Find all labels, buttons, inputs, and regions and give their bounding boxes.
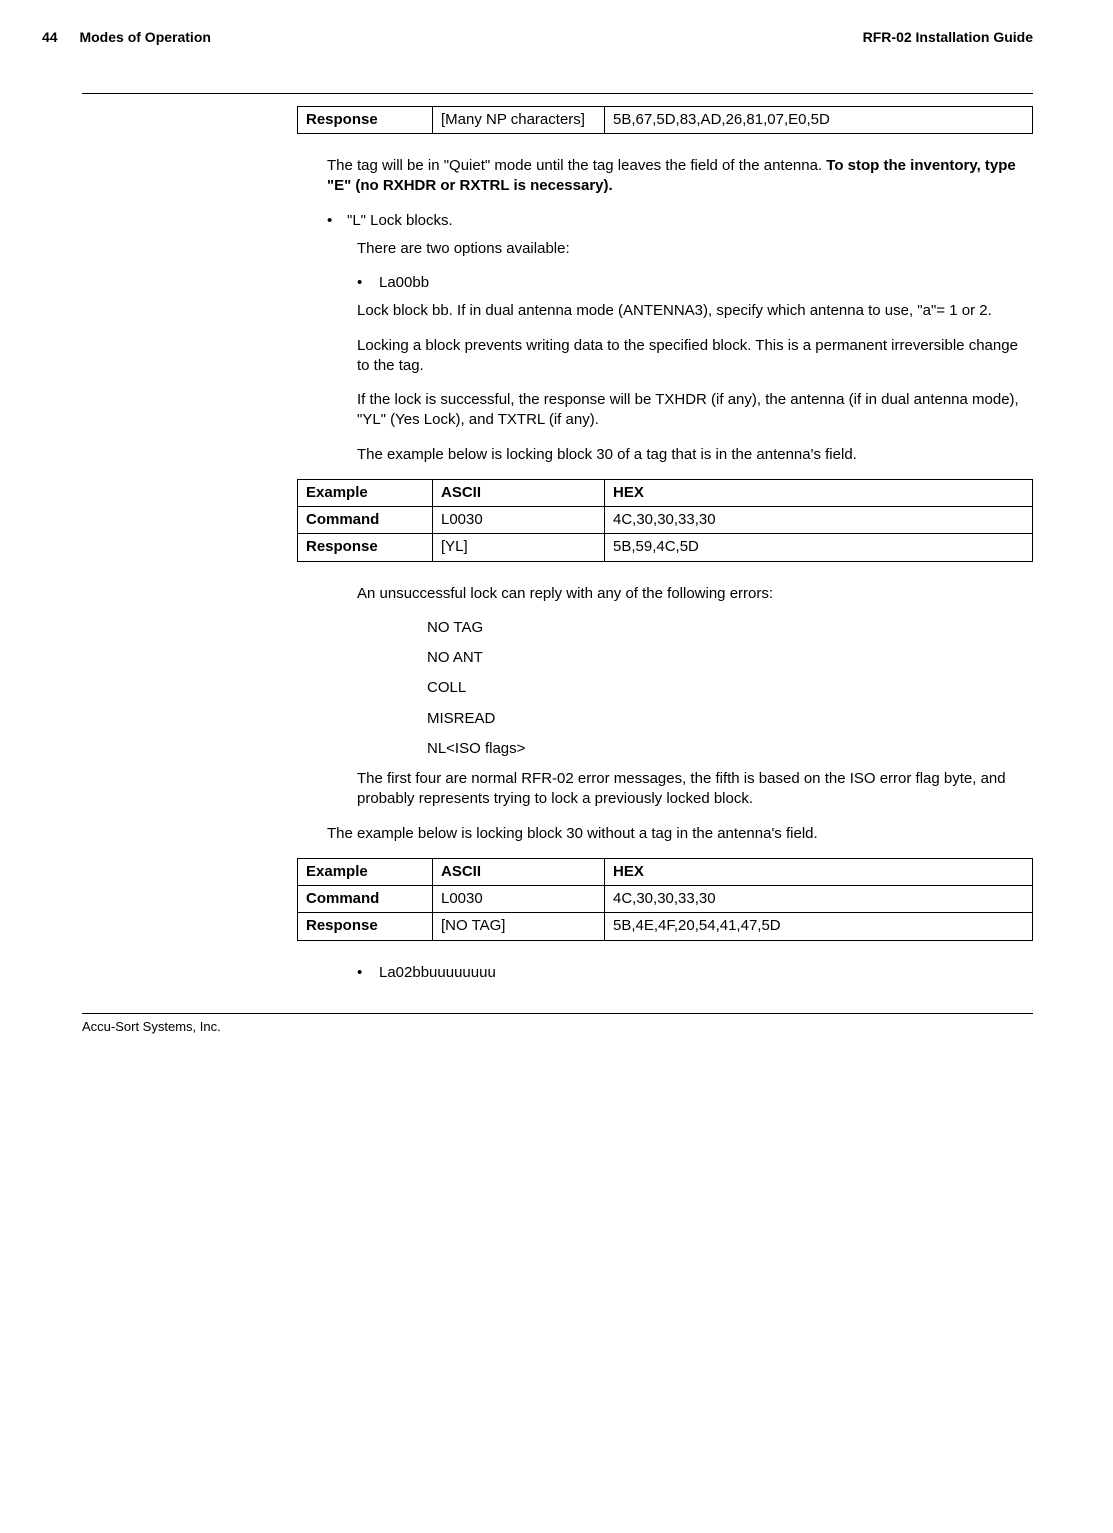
table-row: Command L0030 4C,30,30,33,30 <box>298 886 1033 913</box>
error-item: NO ANT <box>427 648 1033 668</box>
error-list: NO TAG NO ANT COLL MISREAD NL<ISO flags> <box>427 618 1033 759</box>
table-header-row: Example ASCII HEX <box>298 858 1033 885</box>
hex-cell: 4C,30,30,33,30 <box>605 507 1033 534</box>
row-label: Response <box>298 913 433 940</box>
table-header-row: Example ASCII HEX <box>298 479 1033 506</box>
ascii-cell: [NO TAG] <box>433 913 605 940</box>
col-header: Example <box>298 479 433 506</box>
page-number: 44 <box>42 29 58 45</box>
row-label: Response <box>298 106 433 133</box>
error-item: MISREAD <box>427 709 1033 729</box>
ascii-cell: L0030 <box>433 886 605 913</box>
hex-cell: 5B,59,4C,5D <box>605 534 1033 561</box>
col-header: ASCII <box>433 479 605 506</box>
table-row: Command L0030 4C,30,30,33,30 <box>298 507 1033 534</box>
paragraph: There are two options available: <box>357 239 1033 259</box>
table-row: Response [YL] 5B,59,4C,5D <box>298 534 1033 561</box>
example-table-3: Example ASCII HEX Command L0030 4C,30,30… <box>297 858 1033 941</box>
paragraph: The tag will be in "Quiet" mode until th… <box>327 156 1033 197</box>
paragraph: The first four are normal RFR-02 error m… <box>357 769 1033 810</box>
ascii-cell: [YL] <box>433 534 605 561</box>
paragraph: If the lock is successful, the response … <box>357 390 1033 431</box>
error-item: NL<ISO flags> <box>427 739 1033 759</box>
col-header: ASCII <box>433 858 605 885</box>
page-footer: Accu-Sort Systems, Inc. <box>82 1013 1033 1036</box>
paragraph: The example below is locking block 30 wi… <box>327 824 1033 844</box>
row-label: Command <box>298 886 433 913</box>
table-row: Response [Many NP characters] 5B,67,5D,8… <box>298 106 1033 133</box>
example-table-2: Example ASCII HEX Command L0030 4C,30,30… <box>297 479 1033 562</box>
paragraph: Locking a block prevents writing data to… <box>357 336 1033 377</box>
ascii-cell: L0030 <box>433 507 605 534</box>
error-item: NO TAG <box>427 618 1033 638</box>
document-title: RFR-02 Installation Guide <box>863 28 1033 47</box>
paragraph: The example below is locking block 30 of… <box>357 445 1033 465</box>
response-table-1: Response [Many NP characters] 5B,67,5D,8… <box>297 106 1033 134</box>
col-header: HEX <box>605 858 1033 885</box>
bullet-item: La02bbuuuuuuuu <box>357 963 1033 983</box>
hex-cell: 5B,4E,4F,20,54,41,47,5D <box>605 913 1033 940</box>
ascii-cell: [Many NP characters] <box>433 106 605 133</box>
header-rule <box>82 93 1033 94</box>
error-item: COLL <box>427 678 1033 698</box>
body-content: Response [Many NP characters] 5B,67,5D,8… <box>297 106 1033 983</box>
page-header: 44 Modes of Operation RFR-02 Installatio… <box>42 28 1033 53</box>
section-title: Modes of Operation <box>79 29 210 45</box>
col-header: HEX <box>605 479 1033 506</box>
bullet-item: La00bb <box>357 273 1033 293</box>
row-label: Command <box>298 507 433 534</box>
paragraph: Lock block bb. If in dual antenna mode (… <box>357 301 1033 321</box>
bullet-item: "L" Lock blocks. <box>327 211 1033 231</box>
col-header: Example <box>298 858 433 885</box>
table-row: Response [NO TAG] 5B,4E,4F,20,54,41,47,5… <box>298 913 1033 940</box>
text: The tag will be in "Quiet" mode until th… <box>327 157 826 174</box>
hex-cell: 5B,67,5D,83,AD,26,81,07,E0,5D <box>605 106 1033 133</box>
paragraph: An unsuccessful lock can reply with any … <box>357 584 1033 604</box>
row-label: Response <box>298 534 433 561</box>
hex-cell: 4C,30,30,33,30 <box>605 886 1033 913</box>
